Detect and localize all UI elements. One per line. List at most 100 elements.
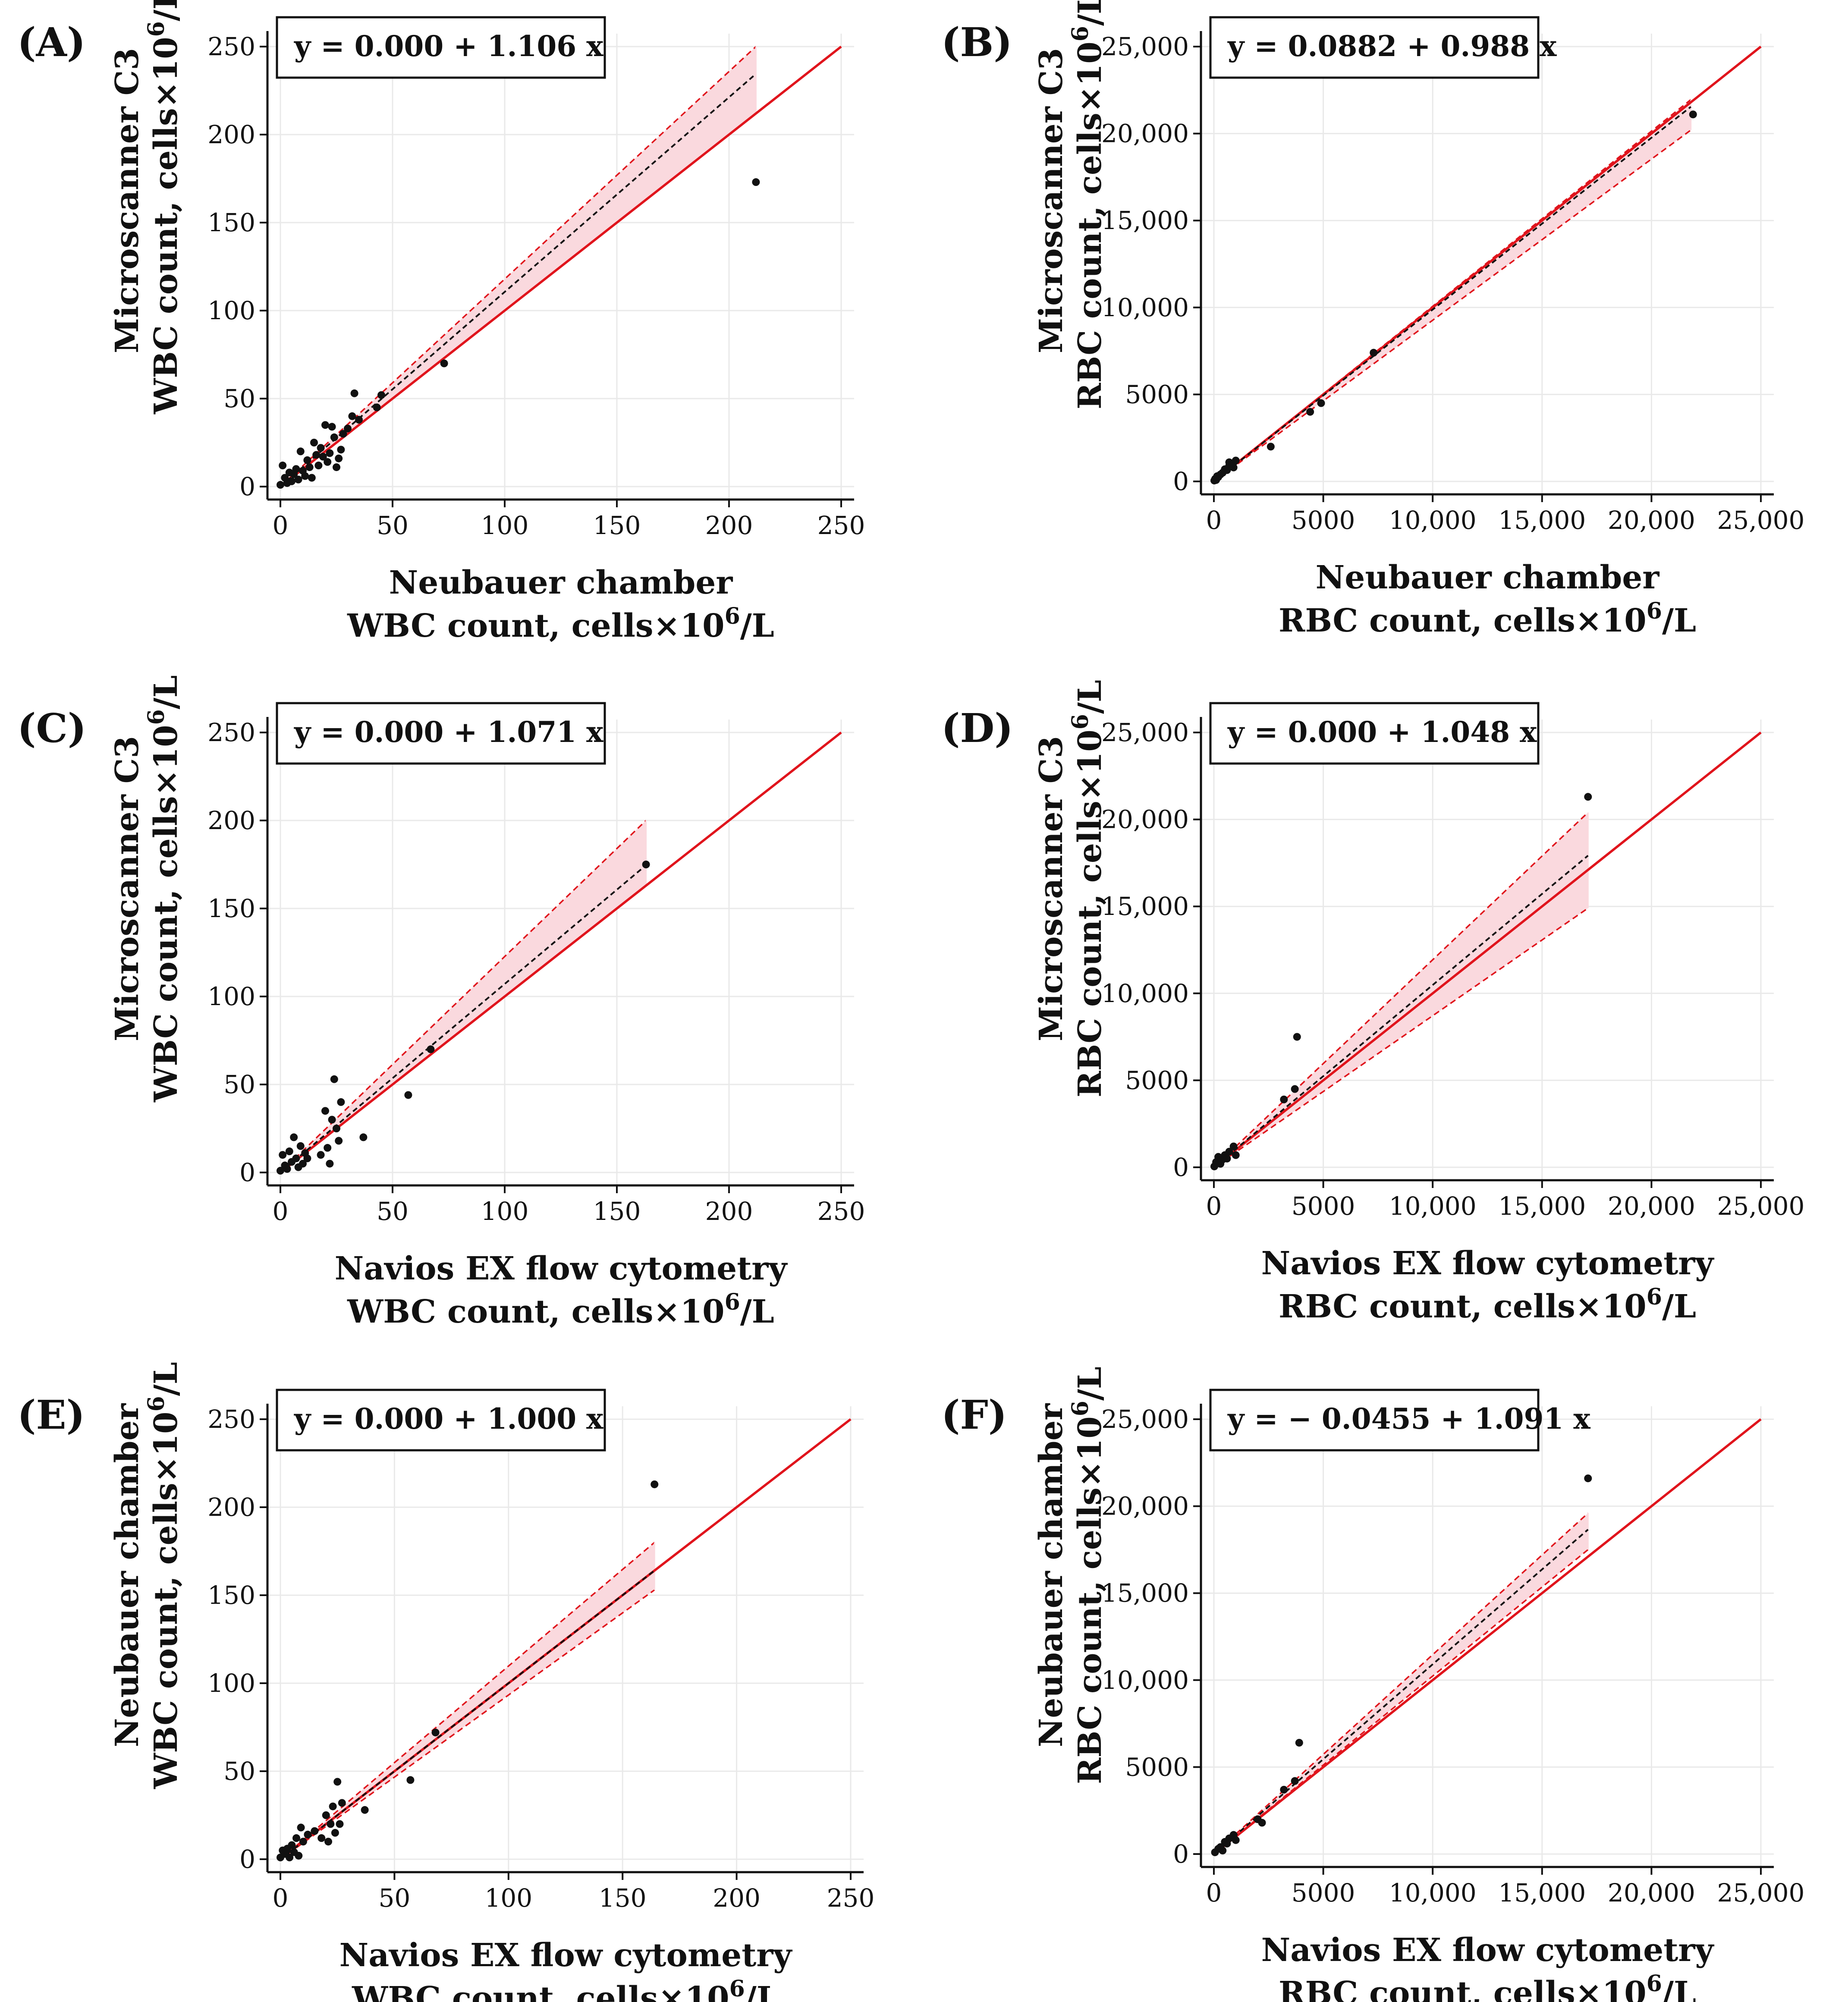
data-point (297, 1823, 305, 1832)
data-point (336, 1820, 344, 1828)
identity-line (1213, 731, 1762, 1169)
data-point (350, 389, 358, 397)
data-point (301, 472, 309, 480)
data-point (361, 1806, 369, 1814)
x-tick-label: 250 (817, 511, 865, 540)
data-point (339, 430, 347, 438)
equation-box: y = 0.000 + 1.071 x (276, 702, 606, 765)
y-axis-label-line1: Microscanner C3 (1033, 48, 1070, 353)
y-tick-label: 0 (1173, 467, 1189, 496)
data-point (324, 458, 332, 466)
y-tick-label: 150 (207, 894, 255, 923)
data-point (292, 465, 300, 473)
y-tick-label: 200 (207, 1493, 255, 1522)
data-point (290, 1133, 298, 1141)
data-point (1293, 1033, 1301, 1041)
data-point (279, 1151, 287, 1159)
data-point (326, 449, 334, 457)
data-point (324, 1144, 332, 1152)
data-point (310, 439, 318, 446)
y-tick-label: 25,000 (1101, 32, 1189, 61)
y-tick-label: 150 (207, 1581, 255, 1610)
data-point (324, 1838, 333, 1846)
data-point (1306, 408, 1314, 416)
y-axis-label-unit: WBC count, cells×10 (148, 37, 185, 414)
y-axis-label-suffix: /L (1072, 1367, 1109, 1401)
x-axis-label-line1: Navios EX flow cytometry (339, 1937, 793, 1974)
y-axis-label: Microscanner C3 RBC count, cells×106/L (1033, 0, 1109, 409)
x-tick-label: 150 (593, 1197, 641, 1226)
data-point (406, 1776, 415, 1784)
x-tick-label: 250 (827, 1883, 875, 1913)
x-tick-label: 10,000 (1389, 1191, 1477, 1221)
y-axis-label-suffix: /L (148, 0, 185, 21)
x-tick-label: 0 (273, 511, 289, 540)
data-point (752, 178, 760, 186)
y-tick-label: 0 (239, 472, 255, 501)
y-axis-label-line2: RBC count, cells×106/L (1067, 1367, 1109, 1784)
data-point (642, 861, 650, 868)
equation-text: y = 0.000 + 1.000 x (294, 1402, 603, 1436)
y-tick-label: 100 (207, 1669, 255, 1698)
data-point (359, 1133, 368, 1141)
x-axis-label-line2: RBC count, cells×106/L (1279, 1971, 1696, 2002)
ci-lower-line (280, 1589, 655, 1860)
data-point (295, 1851, 303, 1860)
y-tick-label: 25,000 (1101, 1405, 1189, 1434)
data-point (1223, 1154, 1231, 1163)
y-axis-label-exponent: 6 (143, 21, 170, 37)
regression-line (1213, 855, 1589, 1168)
confidence-band (280, 47, 756, 487)
x-tick-label: 20,000 (1608, 506, 1695, 535)
panel-a: 0 50 100 150 200 250 0 50 100 150 200 250 y = 0.000 … (17, 0, 865, 644)
data-point (1280, 1095, 1288, 1103)
equation-frame (276, 1389, 606, 1452)
data-point (333, 1778, 342, 1786)
y-axis-label-unit: WBC count, cells×10 (148, 725, 185, 1102)
data-point (319, 453, 327, 461)
y-axis-label: Microscanner C3 RBC count, cells×106/L (1033, 680, 1109, 1097)
y-axis-label-suffix: /L (148, 1362, 185, 1396)
gridlines (267, 1406, 864, 1872)
y-tick-label: 250 (207, 32, 255, 61)
data-point (344, 424, 352, 433)
data-point (296, 1142, 305, 1150)
data-point (348, 412, 356, 420)
data-point (1258, 1819, 1266, 1827)
equation-box: y = 0.000 + 1.000 x (276, 1389, 606, 1452)
x-tick-label: 0 (273, 1197, 289, 1226)
data-point (1232, 1151, 1240, 1159)
equation-text: y = 0.0882 + 0.988 x (1227, 29, 1557, 63)
data-point (440, 359, 448, 368)
y-axis-label-exponent: 6 (143, 709, 170, 725)
x-axis-label-suffix: /L (740, 1293, 774, 1330)
equation-text: y = − 0.0455 + 1.091 x (1227, 1402, 1590, 1436)
x-axis-label-exponent: 6 (1647, 598, 1662, 624)
data-points (277, 1480, 659, 1861)
equation-text: y = 0.000 + 1.071 x (294, 715, 603, 749)
x-tick-label: 25,000 (1717, 506, 1805, 535)
data-point (431, 1729, 440, 1737)
identity-line (280, 731, 842, 1174)
equation-box: y = 0.000 + 1.106 x (276, 16, 606, 79)
data-point (1267, 443, 1275, 451)
x-axis-label-unit: RBC count, cells×10 (1279, 1288, 1647, 1325)
equation-frame (276, 16, 606, 79)
x-axis-label-line2: RBC count, cells×106/L (1279, 598, 1696, 639)
data-point (333, 463, 340, 471)
data-point (1584, 1474, 1592, 1483)
y-axis-label-line1: Microscanner C3 (109, 48, 146, 353)
data-point (326, 1160, 334, 1168)
data-point (292, 1834, 301, 1842)
equation-box: y = 0.0882 + 0.988 x (1209, 16, 1557, 79)
y-tick-label: 50 (223, 384, 255, 413)
data-point (1317, 399, 1325, 407)
y-axis-label: Microscanner C3 WBC count, cells×106/L (109, 675, 185, 1103)
x-axis-label-exponent: 6 (1647, 1971, 1662, 1997)
regression-line (280, 864, 647, 1173)
y-axis-label-suffix: /L (1072, 0, 1109, 26)
data-point (314, 462, 323, 470)
x-tick-label: 50 (377, 1197, 409, 1226)
y-axis-label-line1: Microscanner C3 (109, 736, 146, 1041)
y-tick-label: 0 (1173, 1153, 1189, 1182)
